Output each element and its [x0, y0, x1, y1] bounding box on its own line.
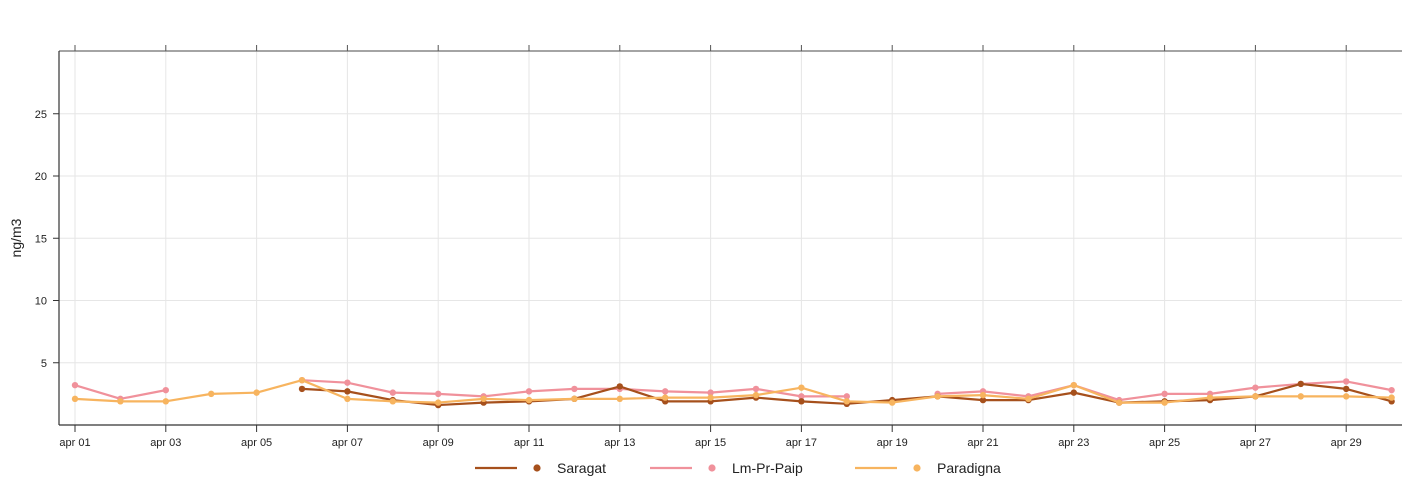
- x-tick-label: apr 25: [1149, 437, 1180, 449]
- x-tick-label: apr 21: [967, 437, 998, 449]
- legend-marker-saragat: [533, 464, 541, 472]
- data-point-paradigna: [571, 395, 578, 403]
- data-point-lm-pr-paip: [71, 381, 79, 389]
- data-point-paradigna: [435, 399, 442, 406]
- data-point-lm-pr-paip: [344, 379, 351, 386]
- data-point-paradigna: [662, 394, 669, 401]
- y-tick-label: 25: [35, 109, 47, 121]
- data-point-paradigna: [1343, 393, 1350, 400]
- x-tick-label: apr 13: [604, 437, 635, 449]
- legend-item-paradigna: Paradigna: [855, 460, 1001, 476]
- data-point-lm-pr-paip: [707, 389, 714, 396]
- data-point-paradigna: [1070, 381, 1078, 389]
- data-point-lm-pr-paip: [162, 386, 169, 394]
- data-point-paradigna: [525, 396, 533, 404]
- data-point-paradigna: [1116, 399, 1123, 406]
- data-point-paradigna: [616, 395, 623, 403]
- data-point-paradigna: [117, 398, 124, 405]
- data-point-paradigna: [1161, 399, 1168, 406]
- data-point-saragat: [1297, 380, 1305, 388]
- data-point-paradigna: [253, 389, 260, 396]
- x-axis-ticks: apr 01 apr 03 apr 05 apr 07 apr 09 apr 11 apr …: [59, 45, 1362, 449]
- data-point-paradigna: [344, 395, 351, 403]
- data-point-paradigna: [889, 399, 896, 406]
- legend-marker-lm-pr-paip: [708, 464, 716, 472]
- data-point-paradigna: [71, 395, 79, 403]
- series-group: [71, 376, 1395, 409]
- legend-marker-paradigna: [913, 464, 921, 472]
- data-point-lm-pr-paip: [571, 385, 578, 393]
- data-point-saragat: [798, 398, 805, 405]
- data-point-saragat: [979, 396, 987, 404]
- y-tick-label: 10: [35, 296, 47, 308]
- data-point-paradigna: [1388, 394, 1395, 401]
- data-point-paradigna: [934, 393, 941, 400]
- legend-item-saragat: Saragat: [475, 460, 606, 476]
- y-axis-title: ng/m3: [8, 218, 24, 257]
- x-tick-label: apr 17: [786, 437, 817, 449]
- y-tick-label: 5: [41, 358, 47, 370]
- data-point-lm-pr-paip: [1343, 378, 1350, 385]
- x-tick-label: apr 23: [1058, 437, 1089, 449]
- data-point-paradigna: [798, 384, 805, 391]
- data-point-paradigna: [298, 376, 306, 384]
- data-point-lm-pr-paip: [1252, 384, 1259, 391]
- x-tick-label: apr 15: [695, 437, 726, 449]
- data-point-lm-pr-paip: [525, 388, 533, 395]
- data-point-saragat: [344, 388, 351, 395]
- legend-label-lm-pr-paip: Lm-Pr-Paip: [732, 460, 803, 476]
- data-point-saragat: [1343, 385, 1350, 393]
- x-tick-label: apr 07: [332, 437, 363, 449]
- data-point-paradigna: [162, 398, 169, 405]
- x-tick-label: apr 09: [423, 437, 454, 449]
- x-tick-label: apr 29: [1331, 437, 1362, 449]
- data-point-lm-pr-paip: [389, 389, 396, 396]
- legend: Saragat Lm-Pr-Paip Paradigna: [475, 460, 1001, 476]
- data-point-paradigna: [480, 395, 487, 403]
- grid: [59, 51, 1402, 425]
- data-point-paradigna: [707, 394, 714, 401]
- data-point-paradigna: [208, 390, 215, 398]
- data-point-paradigna: [843, 398, 850, 405]
- x-tick-label: apr 19: [877, 437, 908, 449]
- data-point-lm-pr-paip: [662, 388, 669, 395]
- data-point-saragat: [298, 385, 306, 393]
- x-tick-label: apr 05: [241, 437, 272, 449]
- data-point-lm-pr-paip: [1388, 386, 1395, 394]
- data-point-lm-pr-paip: [435, 390, 442, 398]
- data-point-lm-pr-paip: [1161, 390, 1168, 398]
- data-point-saragat: [616, 383, 623, 390]
- y-axis-ticks: 5 10 15 20 25: [35, 109, 59, 370]
- data-point-paradigna: [979, 391, 987, 399]
- legend-item-lm-pr-paip: Lm-Pr-Paip: [650, 460, 803, 476]
- data-point-paradigna: [752, 391, 760, 399]
- x-tick-label: apr 01: [59, 437, 90, 449]
- y-tick-label: 20: [35, 171, 47, 183]
- data-point-lm-pr-paip: [798, 393, 805, 400]
- data-point-lm-pr-paip: [752, 385, 760, 393]
- data-point-paradigna: [1025, 395, 1032, 403]
- data-point-paradigna: [1252, 393, 1259, 400]
- x-tick-label: apr 11: [514, 437, 544, 449]
- x-tick-label: apr 27: [1240, 437, 1271, 449]
- x-tick-label: apr 03: [150, 437, 181, 449]
- y-tick-label: 15: [35, 233, 47, 245]
- data-point-paradigna: [1297, 393, 1305, 400]
- data-point-paradigna: [389, 398, 396, 405]
- data-point-paradigna: [1206, 394, 1214, 401]
- legend-label-paradigna: Paradigna: [937, 460, 1001, 476]
- series-paradigna: [71, 376, 1395, 406]
- legend-label-saragat: Saragat: [557, 460, 606, 476]
- data-point-saragat: [1070, 389, 1078, 396]
- series-line-paradigna: [74, 379, 1392, 404]
- data-point-lm-pr-paip: [843, 393, 850, 400]
